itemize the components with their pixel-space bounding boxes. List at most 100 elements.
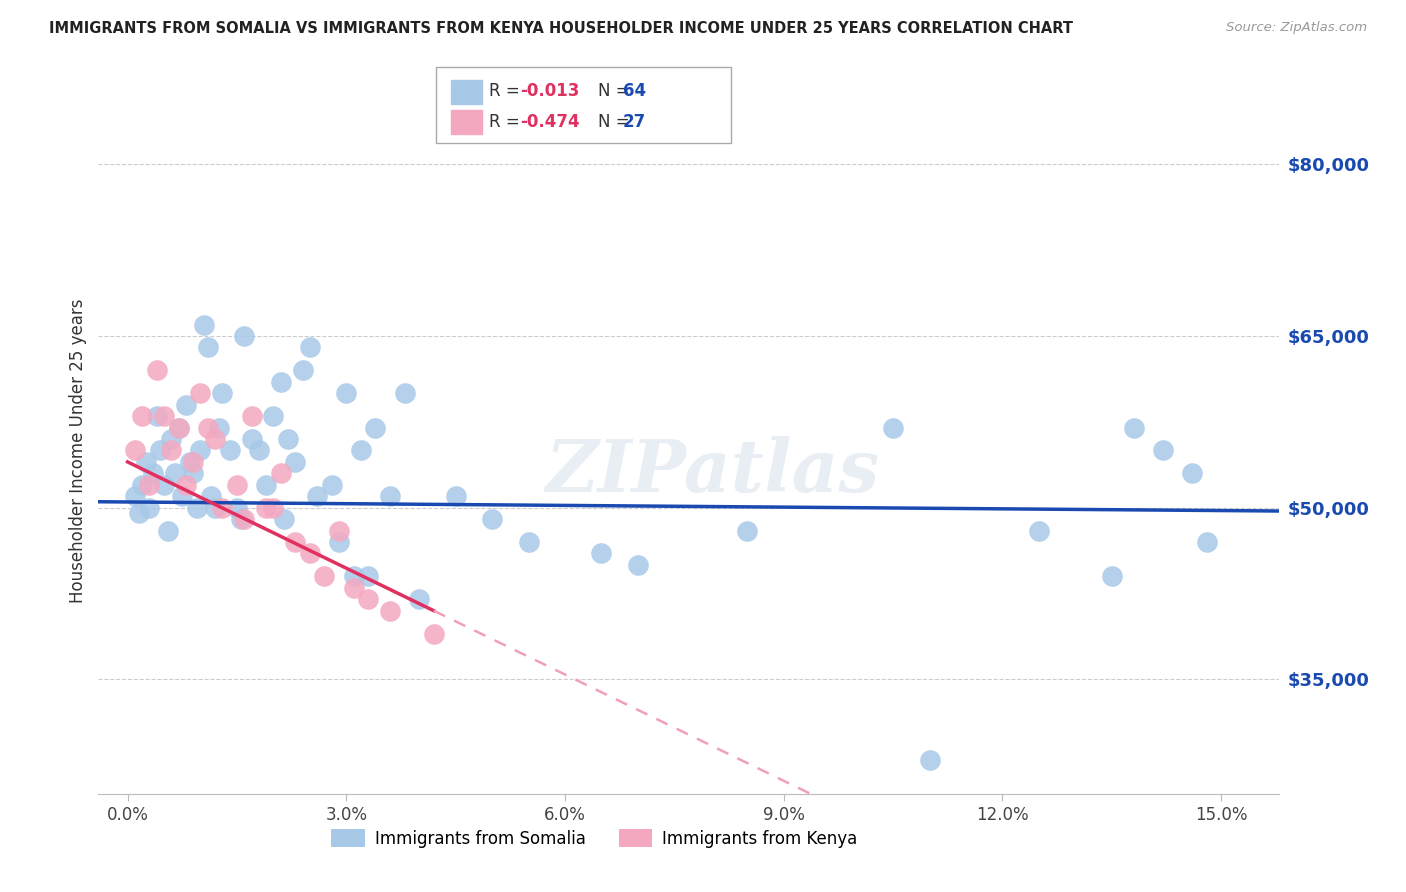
Point	[226, 500, 249, 515]
Point	[131, 478, 153, 492]
Text: -0.013: -0.013	[520, 82, 579, 101]
Point	[262, 500, 284, 515]
Text: R =: R =	[489, 112, 520, 130]
Point	[298, 546, 321, 560]
Point	[328, 535, 350, 549]
Point	[240, 409, 263, 424]
Point	[273, 512, 295, 526]
Text: ZIPatlas: ZIPatlas	[546, 435, 880, 507]
Point	[160, 432, 183, 446]
Point	[233, 512, 256, 526]
Point	[270, 375, 292, 389]
Point	[735, 524, 758, 538]
Point	[364, 420, 387, 434]
Point	[298, 340, 321, 354]
Point	[172, 489, 194, 503]
Point	[627, 558, 650, 572]
Point	[1181, 467, 1204, 481]
Y-axis label: Householder Income Under 25 years: Householder Income Under 25 years	[69, 298, 87, 603]
Point	[197, 420, 219, 434]
Point	[160, 443, 183, 458]
Point	[135, 455, 157, 469]
Point	[342, 569, 364, 583]
Point	[342, 581, 364, 595]
Point	[211, 500, 233, 515]
Point	[240, 432, 263, 446]
Point	[138, 500, 160, 515]
Point	[124, 489, 146, 503]
Point	[314, 569, 336, 583]
Point	[193, 318, 215, 332]
Text: N =: N =	[598, 82, 628, 101]
Point	[218, 443, 240, 458]
Point	[211, 386, 233, 401]
Point	[153, 409, 176, 424]
Point	[357, 592, 380, 607]
Point	[226, 478, 249, 492]
Point	[591, 546, 613, 560]
Point	[145, 363, 167, 377]
Point	[167, 420, 190, 434]
Point	[179, 455, 201, 469]
Point	[233, 329, 256, 343]
Point	[378, 489, 401, 503]
Point	[1122, 420, 1144, 434]
Point	[1152, 443, 1174, 458]
Point	[190, 386, 212, 401]
Point	[149, 443, 172, 458]
Legend: Immigrants from Somalia, Immigrants from Kenya: Immigrants from Somalia, Immigrants from…	[325, 822, 865, 855]
Point	[918, 753, 941, 767]
Point	[128, 507, 150, 521]
Point	[378, 604, 401, 618]
Point	[229, 512, 252, 526]
Point	[204, 500, 226, 515]
Point	[190, 443, 212, 458]
Point	[408, 592, 430, 607]
Point	[262, 409, 284, 424]
Text: R =: R =	[489, 82, 520, 101]
Point	[1101, 569, 1123, 583]
Point	[254, 500, 277, 515]
Text: Source: ZipAtlas.com: Source: ZipAtlas.com	[1226, 21, 1367, 34]
Point	[328, 524, 350, 538]
Point	[284, 535, 307, 549]
Text: -0.474: -0.474	[520, 112, 579, 130]
Point	[186, 500, 208, 515]
Point	[1195, 535, 1218, 549]
Point	[291, 363, 314, 377]
Point	[394, 386, 416, 401]
Point	[197, 340, 219, 354]
Point	[204, 432, 226, 446]
Point	[247, 443, 270, 458]
Point	[131, 409, 153, 424]
Text: 64: 64	[623, 82, 645, 101]
Point	[156, 524, 179, 538]
Text: 27: 27	[623, 112, 647, 130]
Point	[444, 489, 467, 503]
Text: IMMIGRANTS FROM SOMALIA VS IMMIGRANTS FROM KENYA HOUSEHOLDER INCOME UNDER 25 YEA: IMMIGRANTS FROM SOMALIA VS IMMIGRANTS FR…	[49, 21, 1073, 36]
Point	[481, 512, 503, 526]
Point	[181, 467, 204, 481]
Point	[1028, 524, 1050, 538]
Point	[307, 489, 329, 503]
Point	[423, 626, 446, 640]
Point	[270, 467, 292, 481]
Point	[882, 420, 904, 434]
Text: N =: N =	[598, 112, 628, 130]
Point	[208, 420, 231, 434]
Point	[174, 398, 197, 412]
Point	[138, 478, 160, 492]
Point	[321, 478, 343, 492]
Point	[517, 535, 540, 549]
Point	[357, 569, 380, 583]
Point	[277, 432, 299, 446]
Point	[335, 386, 357, 401]
Point	[181, 455, 204, 469]
Point	[142, 467, 165, 481]
Point	[153, 478, 176, 492]
Point	[254, 478, 277, 492]
Point	[350, 443, 373, 458]
Point	[124, 443, 146, 458]
Point	[163, 467, 186, 481]
Point	[200, 489, 222, 503]
